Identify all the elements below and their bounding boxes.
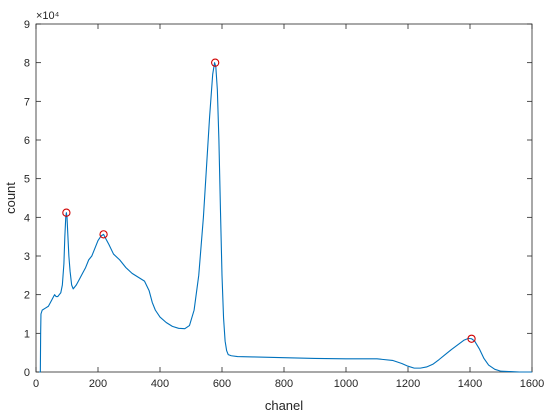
y-tick-label: 0: [24, 367, 30, 379]
x-axis-label: chanel: [265, 398, 303, 413]
y-tick-label: 8: [24, 58, 30, 70]
x-tick-label: 1200: [396, 378, 420, 390]
x-tick-label: 800: [275, 378, 293, 390]
peak-marker: [99, 230, 108, 239]
x-tick-label: 200: [89, 378, 107, 390]
y-tick-label: 2: [24, 290, 30, 302]
x-tick-label: 400: [151, 378, 169, 390]
peak-marker: [211, 58, 220, 67]
x-tick-label: 1000: [334, 378, 358, 390]
y-tick-label: 7: [24, 96, 30, 108]
x-tick-label: 1600: [520, 378, 544, 390]
y-tick-label: 9: [24, 19, 30, 31]
y-axis-ticks: 0 1 2 3 4 5 6 7 8 9: [24, 19, 532, 379]
y-tick-label: 1: [24, 328, 30, 340]
y-tick-label: 5: [24, 174, 30, 186]
peak-markers: [62, 58, 476, 343]
x-tick-label: 1400: [458, 378, 482, 390]
peak-marker: [467, 334, 476, 343]
series-line: [39, 62, 532, 373]
x-axis-ticks: 0 200 400 600 800 1000 1200 1400 1600: [33, 24, 544, 390]
x-tick-label: 0: [33, 378, 39, 390]
series-layer: [39, 62, 532, 373]
y-axis-exponent-label: ×10⁴: [36, 10, 60, 22]
y-axis-label: count: [3, 182, 18, 214]
y-tick-label: 6: [24, 135, 30, 147]
peak-marker: [62, 208, 71, 217]
x-tick-label: 600: [213, 378, 231, 390]
y-tick-label: 3: [24, 251, 30, 263]
plot-area: [35, 23, 533, 373]
y-tick-label: 4: [24, 212, 30, 224]
